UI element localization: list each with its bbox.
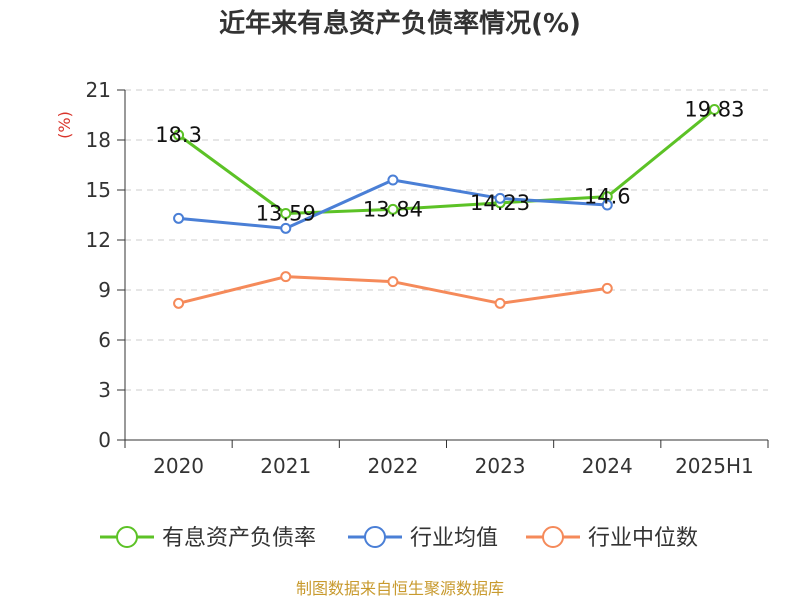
data-point xyxy=(494,297,506,309)
legend-marker xyxy=(364,526,386,548)
legend-label: 有息资产负债率 xyxy=(162,526,316,551)
data-label: 14.23 xyxy=(470,191,530,215)
data-point xyxy=(173,297,185,309)
y-tick-label: 21 xyxy=(86,78,111,102)
data-labels: 18.3 13.59 13.84 14.23 14.6 19.83 xyxy=(155,98,744,226)
y-tick-label: 0 xyxy=(98,428,111,452)
data-point xyxy=(494,192,506,204)
data-point xyxy=(387,203,399,215)
data-label: 19.83 xyxy=(684,98,744,122)
data-point xyxy=(280,208,292,219)
data-point xyxy=(280,222,292,234)
data-label: 14.6 xyxy=(584,185,631,209)
data-point xyxy=(708,104,720,115)
y-tick-label: 6 xyxy=(98,328,111,352)
data-label: 13.59 xyxy=(256,202,316,226)
data-point xyxy=(280,271,292,283)
data-point xyxy=(173,129,185,141)
x-tick-label: 2024 xyxy=(582,454,633,478)
data-label: 13.84 xyxy=(363,197,423,221)
series-line xyxy=(177,108,716,215)
y-axis-label: (%) xyxy=(55,111,74,139)
y-tick-label: 18 xyxy=(86,128,111,152)
chart-title: 近年来有息资产负债率情况(%) xyxy=(219,8,581,39)
axes: 0 3 6 9 12 15 18 21 2020 2021 2022 2023 2024 2025H1 xyxy=(86,78,769,478)
data-point xyxy=(601,199,613,211)
data-point xyxy=(387,276,399,288)
series xyxy=(173,104,720,309)
x-tick-label: 2023 xyxy=(475,454,526,478)
data-point xyxy=(173,212,185,224)
source-note: 制图数据来自恒生聚源数据库 xyxy=(296,579,504,598)
y-tick-label: 15 xyxy=(86,178,111,202)
y-tick-label: 12 xyxy=(86,228,111,252)
data-point xyxy=(601,282,613,294)
gridlines xyxy=(125,89,768,391)
y-tick-label: 3 xyxy=(98,378,111,402)
legend-label: 行业均值 xyxy=(410,526,498,551)
x-tick-label: 2021 xyxy=(260,454,311,478)
y-tick-label: 9 xyxy=(98,278,111,302)
legend-label: 行业中位数 xyxy=(588,526,698,551)
data-point xyxy=(387,174,399,186)
x-tick-label: 2022 xyxy=(367,454,418,478)
legend: 有息资产负债率 行业均值 行业中位数 xyxy=(100,526,698,551)
legend-marker xyxy=(542,526,564,548)
legend-marker xyxy=(116,526,138,548)
x-tick-label: 2025H1 xyxy=(675,454,754,478)
x-tick-label: 2020 xyxy=(153,454,204,478)
data-label: 18.3 xyxy=(155,123,202,147)
